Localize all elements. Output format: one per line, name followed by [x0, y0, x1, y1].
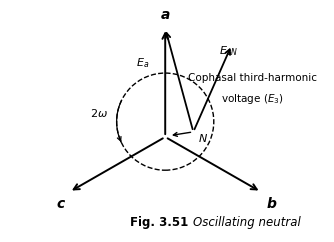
Text: Cophasal third-harmonic: Cophasal third-harmonic [188, 73, 317, 83]
Text: a: a [161, 8, 170, 22]
Text: Oscillating neutral: Oscillating neutral [193, 216, 301, 229]
Text: $2\omega$: $2\omega$ [90, 107, 108, 119]
Text: voltage ($E_3$): voltage ($E_3$) [221, 92, 284, 106]
Text: N: N [198, 134, 207, 144]
Text: b: b [266, 197, 276, 211]
Text: $E_a$: $E_a$ [136, 56, 149, 70]
Text: Fig. 3.51: Fig. 3.51 [130, 216, 188, 229]
Text: $E_{aN}$: $E_{aN}$ [219, 44, 238, 58]
Text: c: c [56, 197, 64, 211]
